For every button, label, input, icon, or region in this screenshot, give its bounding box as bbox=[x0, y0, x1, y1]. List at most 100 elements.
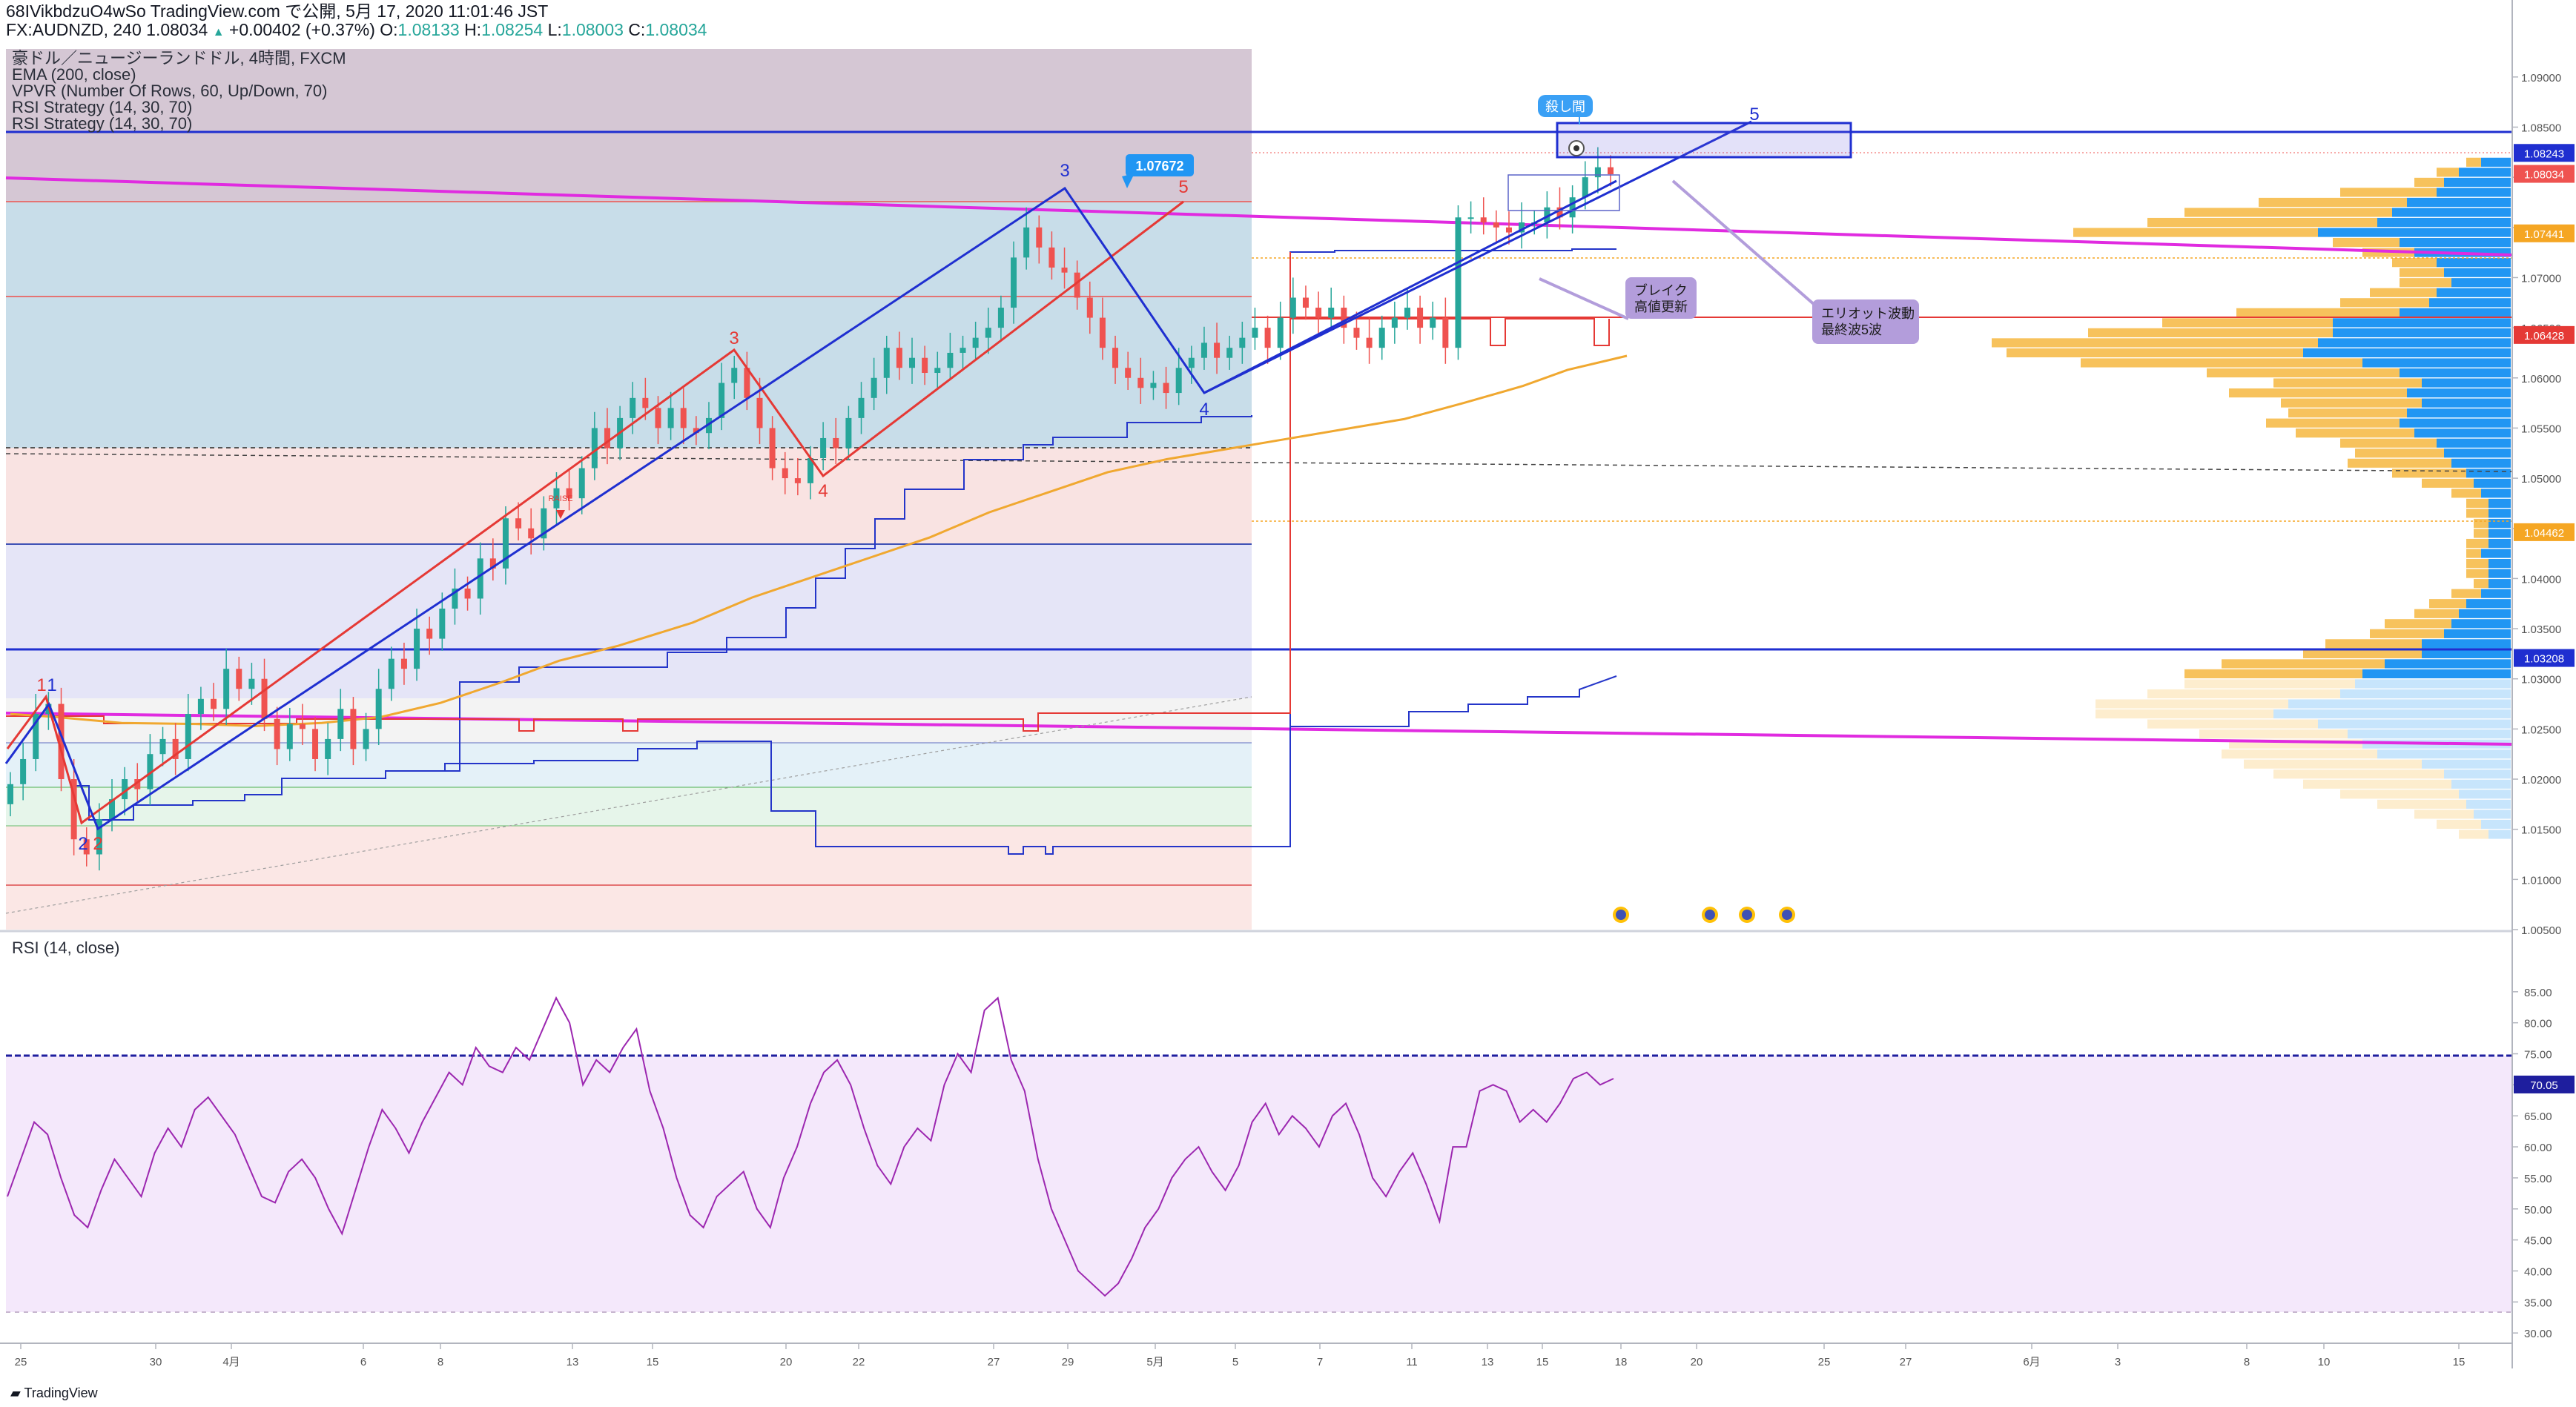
candle-body bbox=[20, 758, 27, 784]
candle-body bbox=[731, 368, 738, 383]
candle-body bbox=[782, 468, 788, 479]
callout-koroshima bbox=[1538, 95, 1593, 117]
vp-up-bar bbox=[2451, 779, 2511, 789]
vp-down-bar bbox=[2096, 699, 2288, 709]
vp-down-bar bbox=[2414, 177, 2444, 187]
candle-body bbox=[705, 417, 712, 434]
vp-up-bar bbox=[2400, 418, 2511, 428]
candle-body bbox=[1112, 348, 1119, 368]
price-tick-label: 1.00500 bbox=[2521, 924, 2561, 937]
candle-body bbox=[1074, 272, 1080, 298]
candle-body bbox=[1315, 308, 1322, 318]
candle-body bbox=[1023, 227, 1030, 258]
vp-up-bar bbox=[2437, 288, 2511, 297]
candle-body bbox=[274, 718, 280, 749]
vp-down-bar bbox=[2147, 719, 2318, 729]
vp-up-bar bbox=[2288, 699, 2511, 709]
vp-up-bar bbox=[2377, 749, 2511, 759]
strategy-step-lines bbox=[6, 248, 1617, 855]
candle-body bbox=[820, 437, 827, 459]
vp-up-bar bbox=[2437, 188, 2511, 197]
time-tick-label: 30 bbox=[150, 1356, 162, 1368]
rsi-line bbox=[7, 996, 1614, 1297]
last-price: 1.08034 bbox=[146, 20, 208, 39]
vp-up-bar bbox=[2400, 238, 2511, 248]
price-tick-label: 1.07000 bbox=[2521, 272, 2561, 285]
candle-body bbox=[667, 408, 674, 428]
candle-body bbox=[464, 588, 471, 599]
logo-icon: ▰ bbox=[10, 1386, 21, 1400]
vp-down-bar bbox=[2340, 298, 2429, 308]
vp-down-bar bbox=[2377, 799, 2466, 809]
close-label: C: bbox=[628, 20, 646, 39]
rsi-tick-label: 30.00 bbox=[2524, 1328, 2552, 1340]
vp-down-bar bbox=[2414, 609, 2459, 618]
rsi-current-label-text: 70.05 bbox=[2530, 1079, 2558, 1092]
wave-label-2-red: 2 bbox=[93, 834, 102, 854]
candle-body bbox=[515, 518, 522, 529]
vp-down-bar bbox=[2222, 659, 2385, 669]
legend-vpvr[interactable]: VPVR (Number Of Rows, 60, Up/Down, 70) bbox=[12, 82, 328, 100]
vp-up-bar bbox=[2444, 629, 2511, 638]
vp-down-bar bbox=[2400, 278, 2451, 288]
vp-down-bar bbox=[2147, 689, 2340, 699]
vp-up-bar bbox=[2318, 719, 2511, 729]
candle-body bbox=[1467, 217, 1474, 219]
chart-title: 豪ドル／ニュージーランドドル, 4時間, FXCM bbox=[12, 49, 346, 67]
candle-body bbox=[541, 508, 547, 539]
candle-body bbox=[997, 308, 1004, 328]
candle-body bbox=[172, 738, 179, 759]
time-tick-label: 6月 bbox=[2023, 1356, 2040, 1368]
candle-body bbox=[426, 629, 433, 639]
candle-body bbox=[502, 518, 509, 569]
time-tick-label: 5月 bbox=[1146, 1356, 1163, 1368]
wave-label-4-red: 4 bbox=[818, 481, 828, 501]
vp-down-bar bbox=[2333, 238, 2400, 248]
vp-down-bar bbox=[2400, 268, 2444, 277]
candle-body bbox=[1036, 227, 1043, 248]
candle-body bbox=[833, 437, 839, 448]
candle-body bbox=[96, 819, 102, 855]
vp-down-bar bbox=[2096, 709, 2273, 719]
legend-rsi[interactable]: RSI (14, close) bbox=[12, 938, 120, 957]
vp-up-bar bbox=[2444, 448, 2511, 458]
up-arrow-icon: ▲ bbox=[212, 26, 225, 39]
candle-body bbox=[1544, 207, 1550, 223]
candle-body bbox=[566, 488, 572, 499]
vp-down-bar bbox=[2466, 559, 2489, 569]
vp-up-bar bbox=[2459, 789, 2511, 799]
note-break bbox=[1625, 277, 1697, 319]
candle-body bbox=[1519, 222, 1525, 233]
candle-body bbox=[439, 608, 446, 639]
candle-body bbox=[604, 428, 610, 448]
candle-body bbox=[1252, 328, 1258, 338]
symbol[interactable]: FX:AUDNZD, 240 bbox=[6, 20, 142, 39]
price-axis bbox=[2511, 0, 2576, 1407]
legend-rsi-strategy-2[interactable]: RSI Strategy (14, 30, 70) bbox=[12, 114, 193, 133]
vp-up-bar bbox=[2451, 619, 2511, 629]
candle-body bbox=[1417, 308, 1424, 328]
vp-down-bar bbox=[2385, 619, 2451, 629]
price-labels: 1.08243 1.08034 1.07441 1.06428 1.04462 1.032… bbox=[2514, 144, 2575, 667]
time-tick-label: 13 bbox=[1482, 1356, 1494, 1368]
candle-body bbox=[744, 368, 750, 398]
price-tick-label: 1.03500 bbox=[2521, 623, 2561, 636]
candle-body bbox=[922, 357, 928, 374]
legend-ema[interactable]: EMA (200, close) bbox=[12, 65, 136, 84]
level-lines bbox=[5, 130, 2513, 914]
candle-body bbox=[197, 698, 204, 715]
time-tick-label: 25 bbox=[15, 1356, 27, 1368]
vp-up-bar bbox=[2318, 228, 2511, 237]
price-label-box bbox=[2514, 649, 2575, 667]
vp-up-bar bbox=[2481, 157, 2511, 167]
candle-body bbox=[134, 779, 141, 789]
note-elliott-line1: エリオット波動 bbox=[1821, 306, 1915, 321]
candle-body bbox=[934, 368, 941, 374]
legend-rsi-strategy-1[interactable]: RSI Strategy (14, 30, 70) bbox=[12, 98, 193, 116]
vp-down-bar bbox=[2147, 217, 2377, 228]
candle-body bbox=[1239, 337, 1246, 348]
candle-body bbox=[1175, 368, 1182, 394]
callout-koroshima-text: 殺し間 bbox=[1545, 99, 1585, 114]
candle-body bbox=[883, 348, 890, 378]
